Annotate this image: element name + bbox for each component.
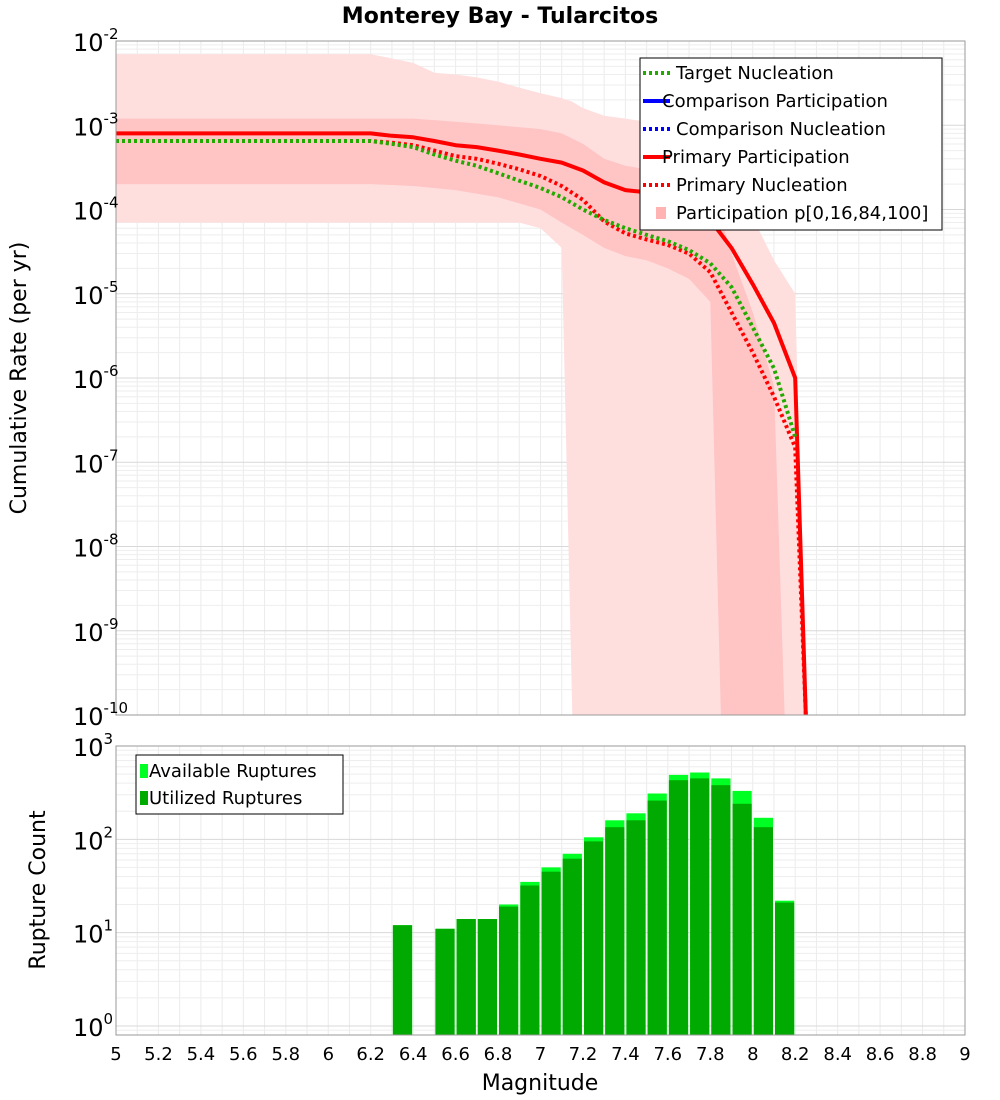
rate-y-ticks: 10-2 10-3 10-4 10-5 10-6 10-7 10-8 10-9 10-10 xyxy=(73,25,128,731)
rupture-y-axis-label: Rupture Count xyxy=(26,810,51,970)
legend-label: Participation p[0,16,84,100] xyxy=(676,203,928,224)
y-tick-label: 10-2 xyxy=(73,25,119,57)
rupture-y-ticks: 103 102 101 100 xyxy=(73,730,113,1042)
x-tick-label: 7.4 xyxy=(611,1044,640,1065)
utilized-bar xyxy=(584,841,604,1035)
utilized-bar xyxy=(775,902,795,1035)
series-line-target-nucleation xyxy=(116,139,798,438)
y-tick-label: 10-6 xyxy=(73,362,119,394)
utilized-bar xyxy=(541,871,561,1035)
y-tick-label: 10-4 xyxy=(73,194,119,226)
x-tick-label: 6.6 xyxy=(441,1044,470,1065)
magnitude-x-ticks: 5 5.2 5.4 5.6 5.8 6 6.2 6.4 6.6 6.8 7 7.2 7.4 7.6 7.8 8… xyxy=(110,1044,970,1065)
x-tick-label: 8 xyxy=(747,1044,758,1065)
utilized-bar xyxy=(626,820,646,1035)
y-tick-label: 103 xyxy=(73,730,113,762)
rupture-legend: Available Ruptures Utilized Ruptures xyxy=(135,754,344,815)
legend-label: Target Nucleation xyxy=(675,63,834,84)
y-tick-label: 100 xyxy=(73,1010,113,1042)
x-tick-label: 6.2 xyxy=(356,1044,385,1065)
y-tick-label: 10-8 xyxy=(73,531,119,563)
percentile-bands xyxy=(116,54,806,716)
utilized-bar xyxy=(647,800,667,1035)
x-tick-label: 8.6 xyxy=(866,1044,895,1065)
legend-box xyxy=(639,57,943,231)
y-tick-label: 10-9 xyxy=(73,615,119,647)
x-tick-label: 7.6 xyxy=(653,1044,682,1065)
rate-legend: Target Nucleation Comparison Participatio… xyxy=(639,57,943,231)
rupture-bars xyxy=(392,772,795,1035)
x-tick-label: 8.8 xyxy=(908,1044,937,1065)
legend-label: Primary Nucleation xyxy=(676,175,848,196)
legend-swatch xyxy=(140,764,148,778)
utilized-bar xyxy=(435,928,455,1035)
x-tick-label: 6 xyxy=(323,1044,334,1065)
utilized-bar xyxy=(392,925,413,1035)
utilized-bar xyxy=(753,827,773,1035)
series-line-primary-participation xyxy=(116,131,808,716)
x-tick-label: 7.2 xyxy=(569,1044,598,1065)
legend-swatch xyxy=(656,207,666,219)
legend-label: Comparison Participation xyxy=(662,91,888,112)
y-tick-label: 102 xyxy=(73,823,113,855)
x-tick-label: 9 xyxy=(959,1044,970,1065)
legend-swatch xyxy=(140,791,148,805)
y-tick-label: 10-5 xyxy=(73,278,119,310)
y-tick-label: 10-10 xyxy=(73,699,128,731)
x-tick-label: 6.8 xyxy=(484,1044,513,1065)
utilized-bar xyxy=(499,906,519,1035)
utilized-bar xyxy=(690,778,710,1035)
legend-label: Comparison Nucleation xyxy=(676,119,886,140)
x-tick-label: 5.6 xyxy=(229,1044,258,1065)
utilized-bar xyxy=(477,919,497,1035)
x-tick-label: 8.2 xyxy=(781,1044,810,1065)
legend-label: Primary Participation xyxy=(662,147,850,168)
x-tick-label: 7 xyxy=(535,1044,546,1065)
x-axis-label: Magnitude xyxy=(482,1071,599,1096)
x-tick-label: 5.2 xyxy=(144,1044,173,1065)
legend-box xyxy=(135,754,344,815)
y-tick-label: 101 xyxy=(73,917,113,949)
utilized-bar xyxy=(456,919,476,1035)
legend-label: Available Ruptures xyxy=(149,761,317,782)
rate-y-axis-label: Cumulative Rate (per yr) xyxy=(7,242,32,515)
y-tick-label: 10-3 xyxy=(73,109,119,141)
x-tick-label: 5.4 xyxy=(187,1044,216,1065)
x-tick-label: 5 xyxy=(110,1044,121,1065)
y-tick-label: 10-7 xyxy=(73,446,119,478)
rate-lines xyxy=(116,131,808,716)
rupture-plot: 103 102 101 100 5 5.2 5.4 5.6 5.8 6 6.2 6.4 6.6 6.8 7… xyxy=(26,730,971,1096)
rate-plot-frame xyxy=(115,40,966,716)
utilized-bar xyxy=(732,803,752,1035)
legend-label: Utilized Ruptures xyxy=(149,788,302,809)
x-tick-label: 8.4 xyxy=(823,1044,852,1065)
rate-plot: 10-2 10-3 10-4 10-5 10-6 10-7 10-8 10-9 10-10 Cu… xyxy=(7,25,966,731)
x-tick-label: 7.8 xyxy=(696,1044,725,1065)
x-tick-label: 6.4 xyxy=(399,1044,428,1065)
utilized-bar xyxy=(668,780,689,1035)
utilized-bar xyxy=(562,858,582,1035)
utilized-bar xyxy=(711,785,731,1035)
utilized-bar xyxy=(520,885,540,1035)
band-p16-p84 xyxy=(116,118,785,716)
rupture-plot-frame xyxy=(115,745,966,1036)
chart-title: Monterey Bay - Tularcitos xyxy=(342,4,658,29)
utilized-bar xyxy=(605,827,625,1035)
x-tick-label: 5.8 xyxy=(271,1044,300,1065)
